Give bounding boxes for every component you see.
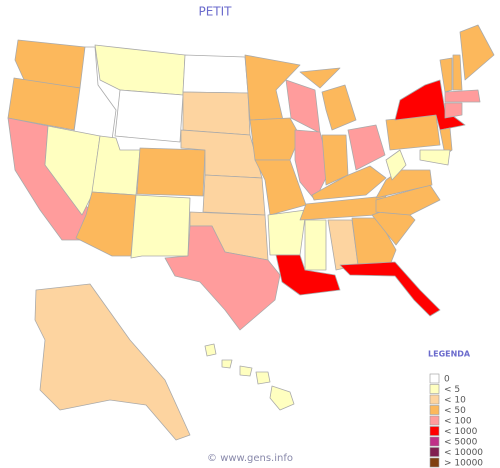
legend-label: < 5 [444, 385, 460, 395]
state [254, 159, 307, 216]
state [249, 117, 301, 161]
state [204, 343, 217, 357]
state [351, 217, 397, 266]
state [202, 174, 266, 216]
state [91, 135, 141, 196]
legend-label: 0 [444, 375, 450, 385]
state [299, 67, 341, 89]
legend-swatch [429, 447, 440, 457]
legend-swatch [429, 394, 440, 405]
state [385, 114, 441, 151]
state [244, 54, 301, 121]
legend-swatch [429, 384, 440, 394]
state [73, 46, 117, 141]
state [439, 127, 453, 156]
state [459, 24, 495, 81]
legend-title: LEGENDA [428, 350, 471, 359]
legend-swatch [429, 405, 440, 415]
state [269, 385, 295, 411]
state [239, 365, 253, 377]
legend-label: < 50 [444, 406, 466, 416]
state [255, 371, 271, 385]
state [339, 261, 441, 317]
state [114, 89, 184, 143]
legend-swatch [429, 373, 440, 384]
legend-label: < 10 [444, 396, 466, 406]
state [452, 54, 463, 91]
state [439, 57, 453, 93]
legend-swatch [429, 457, 440, 468]
state [311, 165, 387, 201]
state [267, 209, 307, 256]
state [444, 102, 463, 119]
state [385, 149, 407, 181]
legend-label: < 1000 [444, 427, 478, 437]
legend-label: < 5000 [444, 438, 478, 448]
legend-label: < 10000 [444, 448, 483, 458]
map-title: PETIT [198, 5, 232, 19]
state [182, 54, 249, 94]
legend-swatch [429, 436, 440, 447]
legend-label: > 10000 [444, 459, 483, 468]
state [130, 194, 191, 259]
state [182, 91, 251, 136]
state [34, 283, 191, 441]
state [164, 225, 281, 331]
legend-swatch [429, 415, 440, 426]
state [321, 84, 357, 131]
state [136, 147, 206, 197]
states [7, 24, 495, 441]
footer: © www.gens.info [207, 453, 293, 464]
legend-swatch [429, 426, 440, 436]
state [221, 359, 233, 369]
state [347, 124, 386, 171]
legend: 0< 5< 10< 50< 100< 1000< 5000< 10000> 10… [429, 373, 483, 468]
state [275, 254, 341, 296]
state [444, 89, 481, 103]
state [419, 149, 451, 166]
state [44, 125, 101, 216]
state [304, 219, 327, 271]
state [94, 44, 186, 96]
legend-label: < 100 [444, 417, 472, 427]
